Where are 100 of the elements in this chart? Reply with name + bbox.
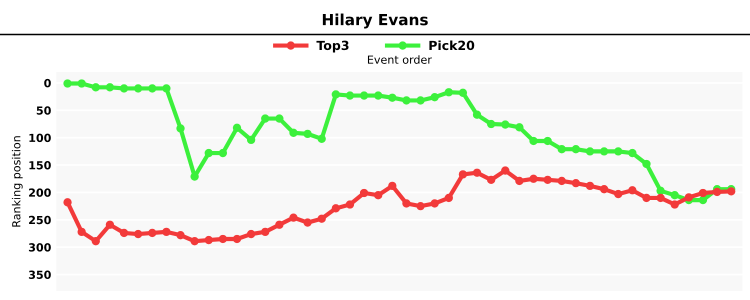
point xyxy=(332,90,340,99)
point xyxy=(712,188,722,196)
point xyxy=(63,79,72,88)
point xyxy=(92,83,100,92)
point xyxy=(444,88,453,96)
point xyxy=(486,176,496,184)
point xyxy=(642,194,651,202)
point xyxy=(515,123,524,132)
point xyxy=(120,228,128,238)
point xyxy=(346,91,354,100)
legend-label: Pick20 xyxy=(429,40,474,50)
y-tick-label: 150 xyxy=(29,161,51,170)
y-tick-label: 300 xyxy=(28,243,51,252)
point xyxy=(614,190,622,198)
point xyxy=(360,188,368,198)
point xyxy=(458,170,468,179)
point xyxy=(670,200,679,209)
point xyxy=(218,148,228,158)
point xyxy=(600,185,608,194)
point xyxy=(586,147,594,156)
point xyxy=(148,228,156,238)
point xyxy=(656,186,665,195)
point xyxy=(444,194,453,202)
point xyxy=(190,237,199,246)
point xyxy=(430,93,439,102)
point xyxy=(261,114,270,123)
point xyxy=(515,176,524,186)
point xyxy=(318,134,326,143)
point xyxy=(388,182,396,190)
point xyxy=(416,202,425,210)
point xyxy=(218,234,228,244)
point xyxy=(134,84,142,93)
point xyxy=(134,230,142,238)
point xyxy=(656,194,665,202)
point xyxy=(543,136,552,146)
point xyxy=(275,220,284,229)
y-tick-label: 250 xyxy=(29,216,51,224)
point xyxy=(628,148,637,158)
y-tick-label: 200 xyxy=(29,188,51,197)
point xyxy=(289,128,298,137)
point xyxy=(543,176,552,184)
point xyxy=(246,136,256,144)
point xyxy=(628,186,637,194)
point xyxy=(684,193,694,202)
point xyxy=(204,148,213,158)
point xyxy=(120,84,128,93)
point xyxy=(458,88,468,97)
point xyxy=(346,200,354,209)
point xyxy=(246,230,256,238)
point xyxy=(176,230,185,240)
point xyxy=(374,191,382,200)
point xyxy=(572,145,580,154)
point xyxy=(78,228,86,236)
point xyxy=(374,91,382,100)
point xyxy=(148,84,156,93)
point xyxy=(289,213,298,222)
point xyxy=(78,79,86,88)
point xyxy=(176,124,185,133)
point xyxy=(558,176,566,186)
point xyxy=(402,96,411,105)
point xyxy=(92,237,100,246)
point xyxy=(318,214,326,223)
point xyxy=(501,120,510,129)
point xyxy=(430,199,439,208)
point xyxy=(529,136,538,146)
point xyxy=(360,91,368,100)
point xyxy=(261,228,270,236)
point xyxy=(698,196,708,204)
point xyxy=(472,110,482,119)
chart-title: Hilary Evans xyxy=(322,14,428,28)
point xyxy=(402,199,411,208)
point xyxy=(106,83,114,92)
point xyxy=(232,124,242,132)
point xyxy=(332,204,340,212)
point xyxy=(572,178,580,188)
point xyxy=(162,228,171,236)
point xyxy=(501,166,510,175)
point xyxy=(106,220,114,229)
point xyxy=(486,120,496,128)
point xyxy=(600,147,608,156)
point xyxy=(162,84,171,93)
point xyxy=(303,218,312,227)
y-tick-label: 350 xyxy=(28,270,51,279)
x-axis-title: Event order xyxy=(368,55,432,64)
point xyxy=(204,236,213,244)
point xyxy=(472,168,482,177)
point xyxy=(727,187,736,196)
point xyxy=(63,198,72,206)
point xyxy=(388,94,396,102)
point xyxy=(614,147,622,156)
point xyxy=(642,160,651,168)
y-tick-label: 0 xyxy=(44,78,51,88)
point xyxy=(529,174,538,183)
y-tick-label: 50 xyxy=(36,106,51,115)
point xyxy=(303,130,312,138)
point xyxy=(670,191,679,200)
point xyxy=(698,188,708,198)
y-tick-label: 100 xyxy=(29,134,51,142)
point xyxy=(232,234,242,244)
legend-label: Top3 xyxy=(316,40,349,53)
